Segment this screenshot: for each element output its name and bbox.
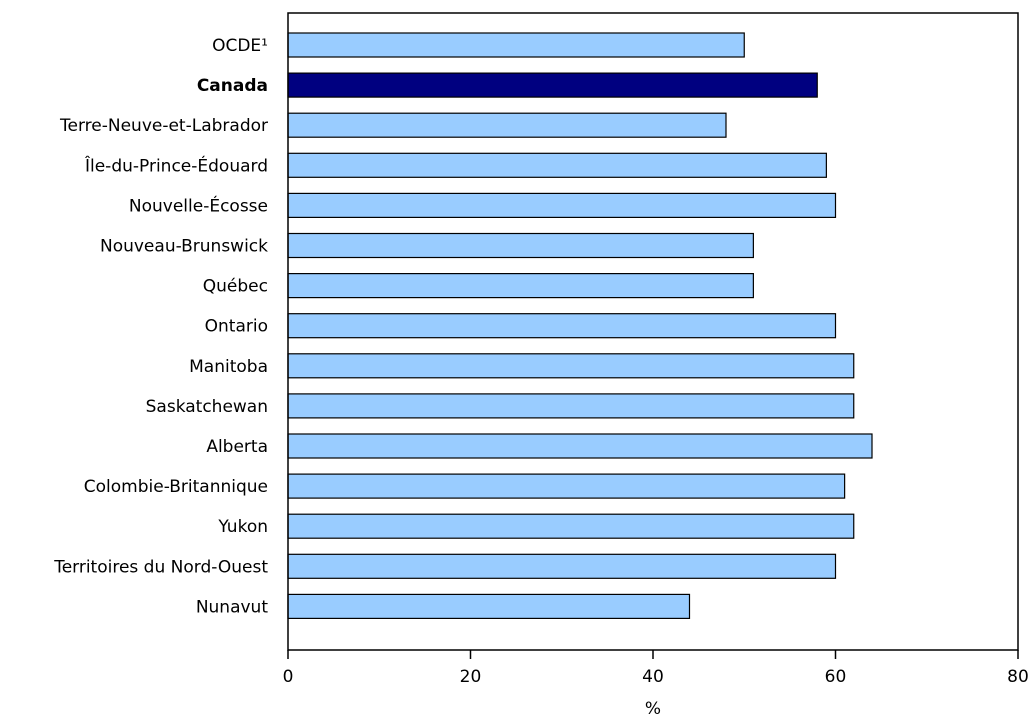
category-label: Territoires du Nord-Ouest [53, 557, 268, 577]
bar-0 [287, 32, 745, 58]
x-tick-label: 80 [1007, 667, 1029, 687]
bar-3 [287, 152, 827, 178]
plot-frame [287, 12, 1019, 651]
category-label: Île-du-Prince-Édouard [84, 154, 268, 176]
bar-4 [287, 192, 837, 218]
bar-10 [287, 433, 873, 459]
bar-2 [287, 112, 727, 138]
x-tick-label: 20 [460, 667, 482, 687]
category-label: Yukon [217, 517, 268, 537]
x-tick-label: 0 [283, 667, 294, 687]
category-label: Alberta [206, 437, 268, 457]
bar-1 [287, 72, 818, 98]
x-tick-label: 60 [825, 667, 847, 687]
bar-8 [287, 353, 855, 379]
category-label: Colombie-Britannique [84, 477, 268, 497]
category-label: Manitoba [189, 357, 268, 377]
category-label: Saskatchewan [146, 397, 268, 417]
category-label: Terre-Neuve-et-Labrador [59, 116, 268, 136]
category-label: Canada [197, 76, 268, 96]
category-label: Nouveau-Brunswick [100, 237, 268, 257]
category-label: Nouvelle-Écosse [129, 194, 268, 216]
category-label: Nunavut [196, 597, 269, 617]
bar-13 [287, 553, 837, 579]
x-tick-label: 40 [642, 667, 664, 687]
bar-14 [287, 593, 691, 620]
bar-9 [287, 393, 855, 419]
bar-7 [287, 313, 837, 339]
bar-11 [287, 473, 846, 499]
category-label: OCDE¹ [212, 36, 268, 56]
x-axis-label: % [645, 699, 661, 719]
bar-5 [287, 232, 754, 259]
category-label: Ontario [205, 317, 268, 337]
bar-6 [287, 273, 754, 299]
bar-12 [287, 513, 855, 539]
category-label: Québec [203, 277, 268, 297]
